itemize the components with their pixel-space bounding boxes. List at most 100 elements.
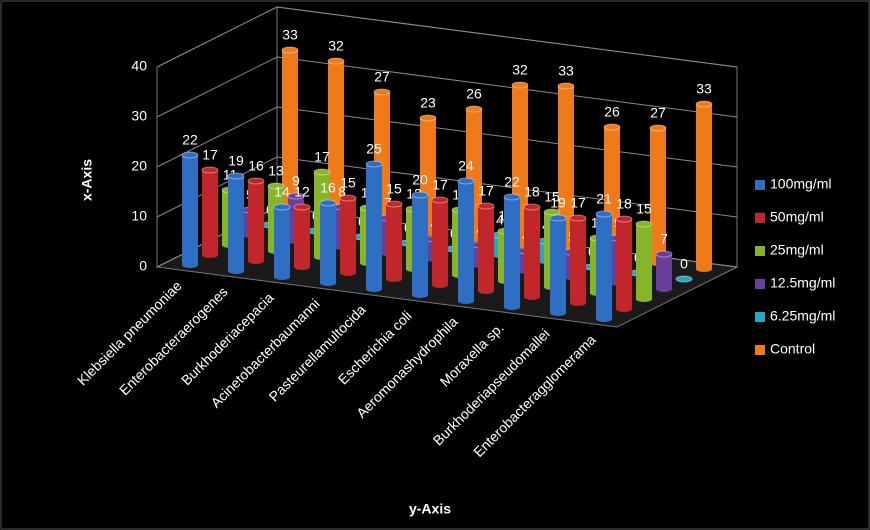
data-label: 8: [338, 184, 346, 200]
legend-label: 50mg/ml: [770, 209, 824, 225]
legend-label: 25mg/ml: [770, 242, 824, 258]
bar-top: [365, 160, 383, 168]
bar-top: [267, 182, 285, 190]
bar-body: [696, 104, 712, 269]
bar: [655, 250, 673, 292]
bar-body: [504, 197, 520, 307]
bar-top: [293, 203, 311, 211]
data-label: 19: [228, 153, 244, 169]
bar-base: [458, 298, 474, 304]
data-label: 4: [496, 212, 504, 228]
bar-top: [319, 199, 337, 207]
bar-top: [313, 168, 331, 176]
bar-top: [523, 203, 541, 211]
bar-body: [340, 198, 356, 273]
bar: [595, 210, 613, 322]
bar-body: [478, 206, 494, 291]
data-label: 26: [604, 104, 620, 120]
bar: [695, 100, 713, 272]
bar-top: [549, 214, 567, 222]
bar-top: [569, 214, 587, 222]
bar-top: [181, 151, 199, 159]
bar-body: [558, 86, 574, 251]
bar: [247, 177, 265, 264]
bar-base: [570, 300, 586, 306]
y-tick-label: 10: [131, 208, 147, 224]
data-label: 16: [320, 180, 336, 196]
bar-base: [524, 294, 540, 300]
bar-top: [557, 82, 575, 90]
bar-top: [419, 114, 437, 122]
bar-base: [478, 288, 494, 294]
bar-body: [650, 128, 666, 263]
bar-body: [524, 207, 540, 297]
data-label: 17: [202, 147, 218, 163]
bar-top: [247, 177, 265, 185]
legend-swatch: [755, 345, 765, 355]
bar-top: [675, 275, 693, 283]
bar-top: [635, 220, 653, 228]
data-label: 22: [182, 132, 198, 148]
bar-base: [182, 262, 198, 268]
data-label: 22: [504, 174, 520, 190]
data-label: 17: [478, 183, 494, 199]
data-label: 15: [340, 175, 356, 191]
legend-swatch: [755, 180, 765, 190]
bar-top: [543, 208, 561, 216]
bar-top: [655, 250, 673, 258]
bar-base: [340, 270, 356, 276]
bar-body: [656, 254, 672, 289]
bar: [227, 172, 245, 274]
bar-base: [616, 306, 632, 312]
data-label: 15: [386, 181, 402, 197]
bar-top: [339, 194, 357, 202]
bar-top: [477, 202, 495, 210]
data-label: 23: [420, 95, 436, 111]
data-label: 32: [328, 38, 344, 54]
bar: [569, 214, 587, 306]
bar: [385, 200, 403, 282]
data-label: 27: [650, 105, 666, 121]
data-label: 25: [366, 141, 382, 157]
y-axis-title: x-Axis: [79, 159, 95, 201]
bar-top: [327, 57, 345, 65]
data-label: 33: [558, 63, 574, 79]
data-label: 17: [314, 149, 330, 165]
bar: [411, 191, 429, 298]
bar-top: [649, 124, 667, 132]
bar: [549, 214, 567, 316]
bar: [273, 203, 291, 280]
legend-swatch: [755, 213, 765, 223]
legend-label: 6.25mg/ml: [770, 308, 835, 324]
legend-label: 100mg/ml: [770, 176, 831, 192]
data-label: 14: [274, 184, 290, 200]
bar: [615, 215, 633, 312]
bar-body: [228, 176, 244, 271]
data-label: 9: [292, 173, 300, 189]
bar-body: [616, 219, 632, 309]
bar-body: [458, 181, 474, 301]
bar-base: [294, 264, 310, 270]
bar-body: [282, 50, 298, 215]
bar-base: [656, 286, 672, 292]
bar-body: [202, 170, 218, 255]
data-label: 33: [282, 27, 298, 43]
bar-body: [320, 203, 336, 283]
bar-top: [695, 100, 713, 108]
bar-base: [366, 286, 382, 292]
bar: [339, 194, 357, 276]
bar-body: [274, 207, 290, 277]
bar-body: [328, 61, 344, 221]
grid-line: [156, 56, 738, 118]
data-label: 20: [412, 172, 428, 188]
bar-top: [511, 81, 529, 89]
bar-top: [503, 193, 521, 201]
bar-top: [411, 191, 429, 199]
data-label: 21: [596, 191, 612, 207]
bar-top: [287, 192, 305, 200]
data-label: 7: [660, 231, 668, 247]
data-label: 26: [466, 86, 482, 102]
legend-swatch: [755, 279, 765, 289]
